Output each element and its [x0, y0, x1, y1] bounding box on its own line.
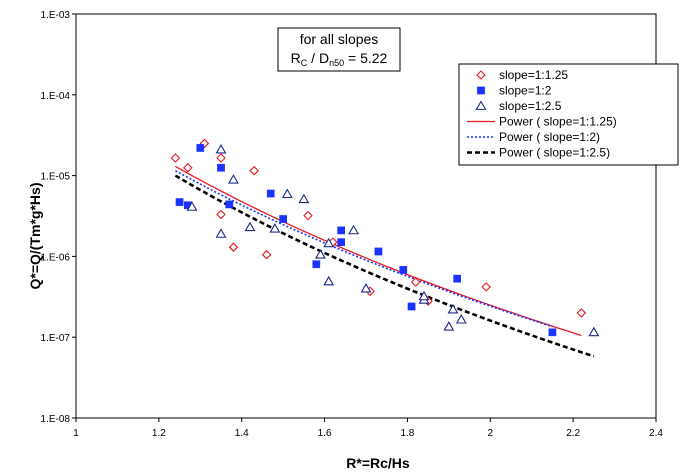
point-square — [337, 226, 345, 235]
legend-label: slope=1:2.5 — [499, 99, 562, 113]
point-diamond — [183, 162, 193, 173]
point-square — [312, 260, 321, 269]
legend-frame — [458, 63, 679, 166]
y-tick-label: 1.E-08 — [41, 414, 71, 425]
point-triangle — [314, 249, 326, 259]
annotation-r-sub: C — [301, 58, 308, 68]
point-square — [196, 144, 205, 152]
annotation-d-main: / D — [307, 50, 329, 66]
point-square — [374, 247, 383, 256]
legend-label: Power ( slope=1:2) — [499, 130, 600, 144]
point-square — [279, 215, 287, 223]
point-triangle — [447, 303, 459, 314]
point-square — [548, 328, 557, 337]
annotation-d-sub: n50 — [329, 58, 344, 68]
y-tick-label: 1.E-05 — [41, 172, 71, 183]
annotation-r-main: R — [291, 50, 301, 66]
point-triangle — [269, 223, 281, 233]
point-square — [453, 274, 461, 283]
point-square — [175, 198, 184, 206]
point-diamond — [576, 308, 587, 318]
point-triangle — [227, 174, 239, 184]
annotation-line2: RC / Dn50 = 5.22 — [291, 50, 388, 68]
x-tick-label: 1.6 — [318, 428, 332, 439]
point-triangle — [455, 314, 467, 324]
y-axis-title: Q*=Q/(Tm*g*Hs) — [27, 183, 43, 290]
legend-label: Power ( slope=1:2.5) — [499, 146, 610, 160]
point-square — [266, 189, 275, 198]
x-axis-title: R*=Rc/Hs — [346, 455, 410, 471]
fit-line — [175, 169, 553, 328]
annotation-frame — [277, 27, 401, 72]
point-square — [217, 163, 225, 172]
x-tick-label: 2.4 — [649, 428, 663, 439]
plot-area-frame — [75, 13, 657, 419]
y-tick-label: 1.E-07 — [41, 333, 71, 344]
point-triangle — [588, 326, 600, 337]
x-tick-label: 2 — [488, 428, 494, 439]
point-square — [399, 266, 408, 274]
point-square — [337, 238, 345, 247]
point-diamond — [261, 249, 272, 260]
point-diamond — [303, 210, 313, 221]
x-tick-label: 1 — [73, 428, 79, 439]
legend-symbol-square — [477, 86, 485, 95]
legend-label: Power ( slope=1:1.25) — [499, 115, 617, 129]
point-triangle — [443, 321, 455, 331]
point-triangle — [186, 201, 198, 211]
point-square — [407, 302, 416, 311]
x-tick-label: 2.2 — [566, 428, 580, 439]
point-square — [225, 200, 234, 209]
point-triangle — [360, 282, 372, 293]
x-tick-label: 1.4 — [235, 428, 249, 439]
x-tick-label: 1.8 — [400, 428, 414, 439]
point-triangle — [298, 193, 310, 204]
point-triangle — [281, 188, 293, 199]
annotation-box: for all slopes RC / Dn50 = 5.22 — [277, 27, 401, 72]
point-diamond — [228, 242, 239, 252]
annotation-line1: for all slopes — [300, 31, 379, 47]
point-triangle — [323, 237, 335, 248]
legend-symbol-triangle — [475, 100, 487, 110]
point-diamond — [216, 153, 226, 163]
point-diamond — [410, 277, 421, 287]
point-triangle — [348, 224, 360, 235]
point-diamond — [170, 153, 181, 163]
point-diamond — [481, 282, 491, 292]
point-triangle — [215, 228, 227, 238]
point-diamond — [249, 165, 259, 176]
point-triangle — [244, 221, 256, 232]
point-triangle — [418, 290, 430, 301]
legend-label: slope=1:1.25 — [499, 68, 568, 82]
annotation-value: = 5.22 — [344, 50, 387, 66]
y-tick-label: 1.E-03 — [41, 10, 71, 21]
point-triangle — [323, 275, 335, 286]
y-tick-label: 1.E-06 — [41, 252, 71, 263]
point-triangle — [215, 143, 227, 154]
legend-label: slope=1:2 — [499, 84, 552, 98]
point-diamond — [216, 209, 226, 220]
y-tick-label: 1.E-04 — [41, 91, 71, 102]
fit-line — [175, 165, 582, 337]
fit-line — [174, 174, 595, 358]
legend-symbol-diamond — [476, 70, 486, 80]
x-tick-label: 1.2 — [152, 428, 166, 439]
